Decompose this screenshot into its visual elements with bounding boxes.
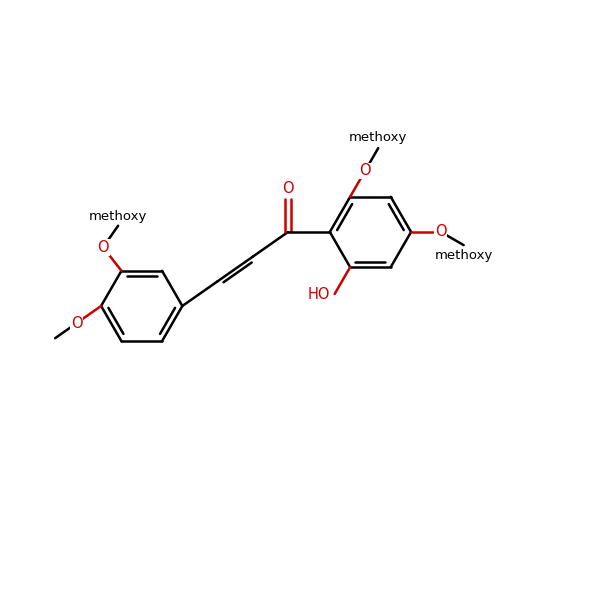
Text: HO: HO (307, 287, 330, 302)
Text: O: O (435, 224, 447, 239)
Text: O: O (282, 181, 294, 196)
Text: methoxy: methoxy (434, 250, 493, 262)
Text: methoxy: methoxy (89, 210, 148, 223)
Text: O: O (97, 240, 109, 255)
Text: O: O (71, 316, 82, 331)
Text: O: O (359, 163, 371, 178)
Text: methoxy: methoxy (349, 131, 407, 144)
